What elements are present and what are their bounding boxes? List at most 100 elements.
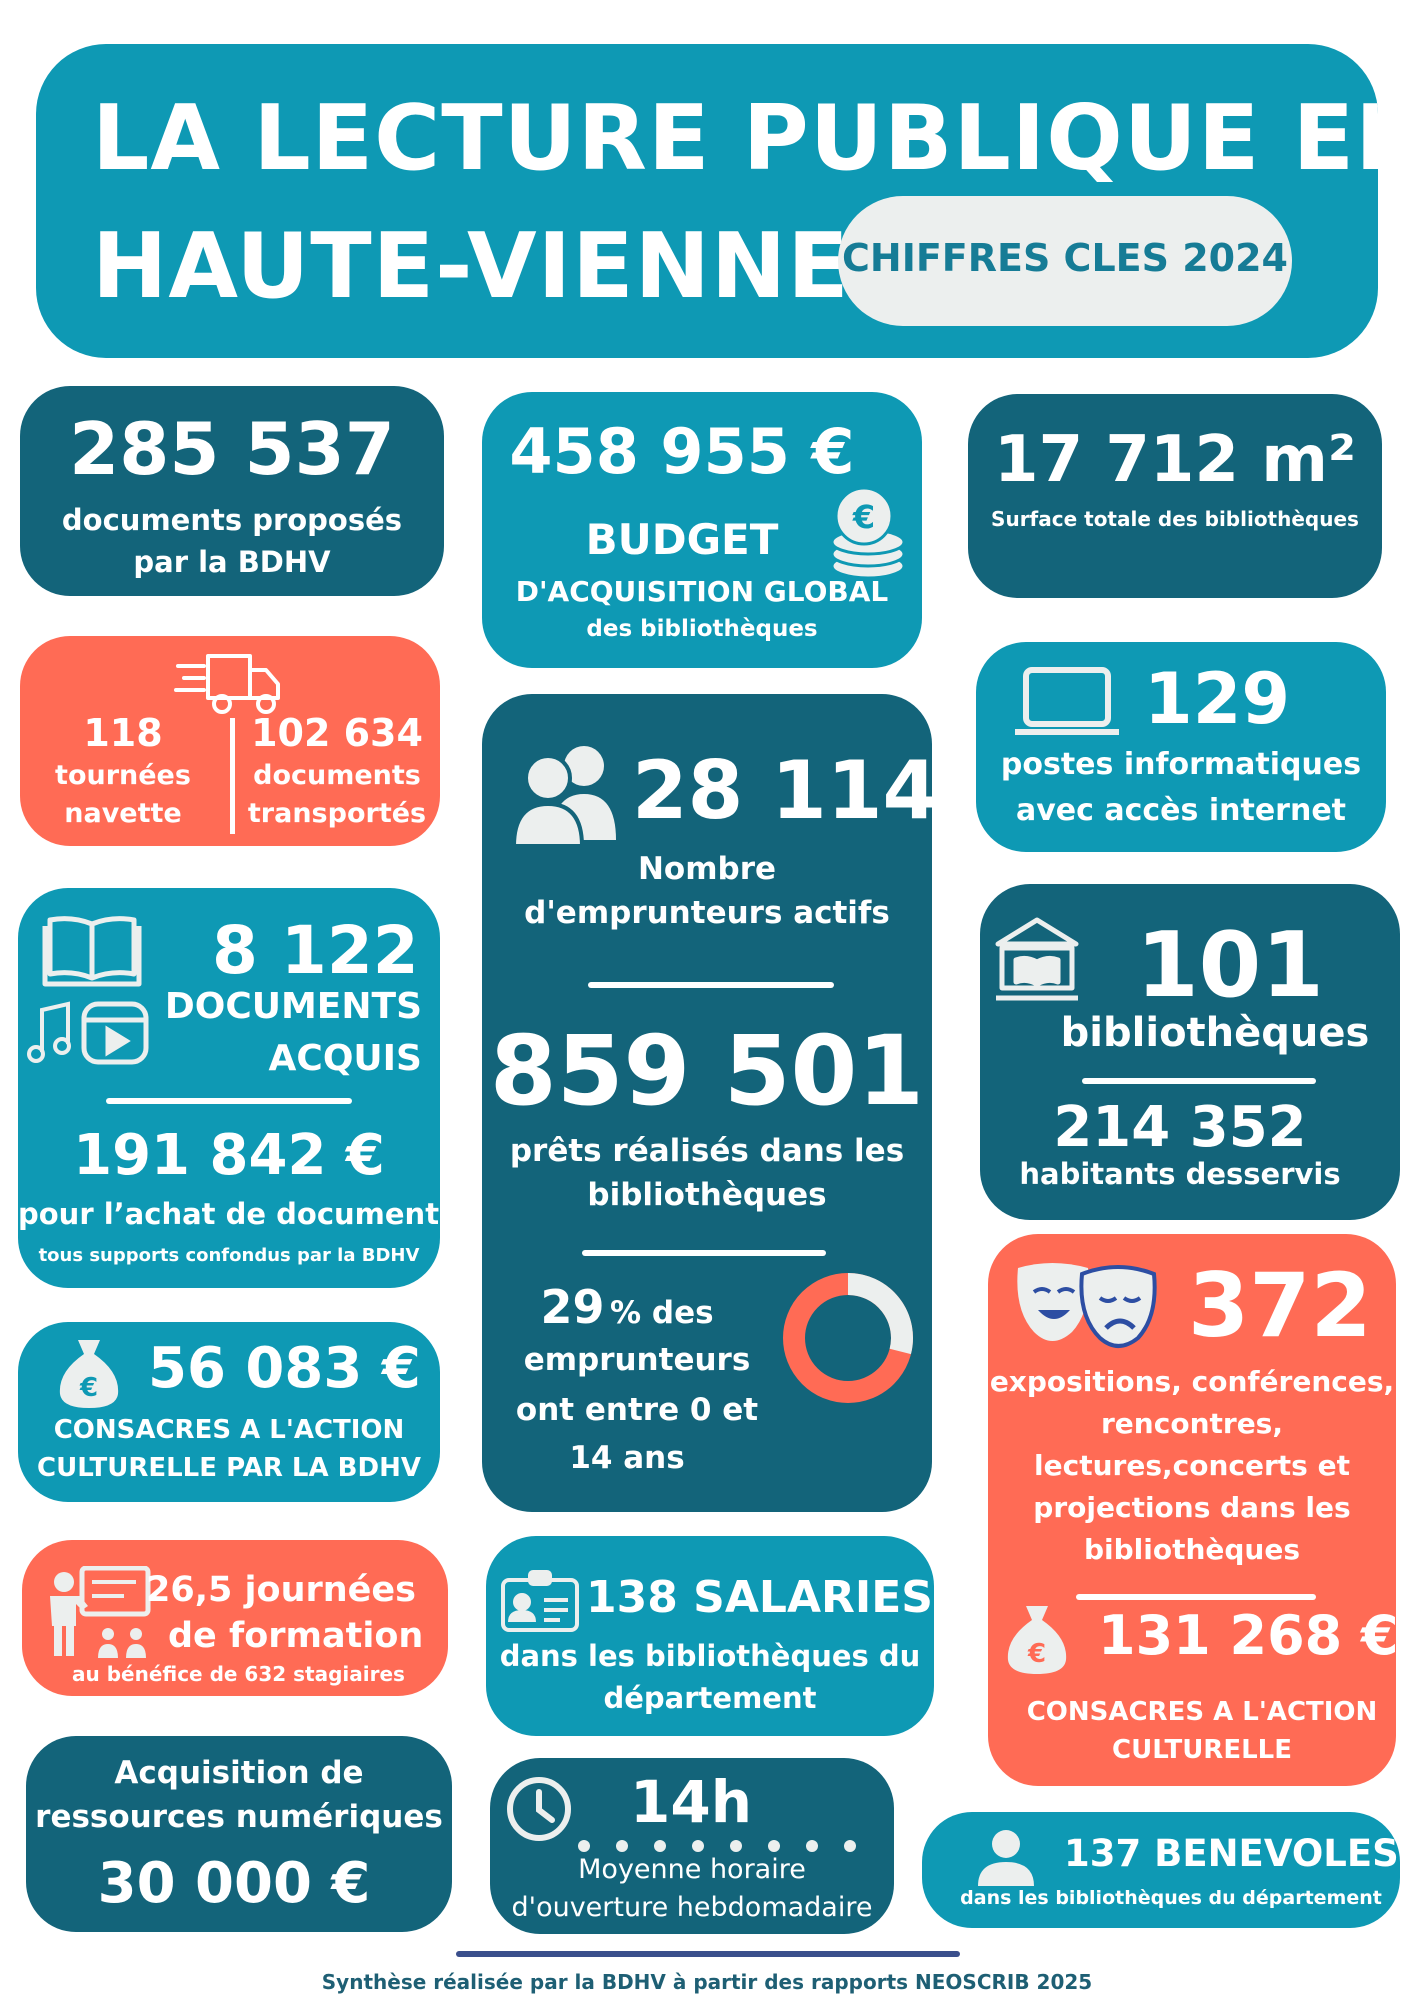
truck-icon bbox=[174, 654, 280, 714]
pct-value: 29 bbox=[540, 1280, 605, 1334]
surface-label: Surface totale des bibliothèques bbox=[991, 507, 1359, 531]
teacher-icon bbox=[50, 1566, 151, 1658]
action-bdhv-label2: CULTURELLE PAR LA BDHV bbox=[37, 1453, 421, 1483]
evenements-amount: 131 268 € bbox=[1098, 1604, 1396, 1667]
page-title-line2: HAUTE-VIENNE bbox=[92, 214, 850, 319]
bibliotheques-value: 101 bbox=[1136, 913, 1324, 1018]
horaire-card: 14h Moyenne horaire d'ouverture hebdomad… bbox=[490, 1758, 894, 1934]
postes-label1: postes informatiques bbox=[1000, 747, 1362, 782]
formation-value: 26,5 bbox=[146, 1570, 233, 1610]
action-bdhv-value: 56 083 € bbox=[148, 1336, 421, 1401]
benevoles-title: 137 BENEVOLES bbox=[1064, 1832, 1399, 1875]
salaries-label2: département bbox=[603, 1681, 817, 1715]
acquis-amount-label1: pour l’achat de documents bbox=[18, 1197, 440, 1231]
bibliotheques-label: bibliothèques bbox=[1060, 1010, 1370, 1056]
navette-docs-label1: documents bbox=[253, 760, 421, 791]
emprunteurs-value: 28 114 bbox=[632, 744, 932, 837]
person-icon bbox=[978, 1830, 1034, 1886]
formation-card: 26,5 journées de formation au bénéfice d… bbox=[22, 1540, 448, 1696]
numerique-value: 30 000 € bbox=[97, 1851, 371, 1916]
navette-tours-label2: navette bbox=[64, 798, 182, 829]
evenements-label4: projections dans les bbox=[1033, 1491, 1351, 1524]
budget-label1: BUDGET bbox=[585, 515, 779, 564]
donut-share-arc bbox=[847, 1273, 913, 1355]
year-badge-label: CHIFFRES CLES 2024 bbox=[842, 236, 1288, 280]
prets-divider bbox=[582, 1250, 826, 1256]
pct-label1: emprunteurs bbox=[523, 1342, 751, 1378]
benevoles-label: dans les bibliothèques du département bbox=[960, 1887, 1382, 1909]
video-icon bbox=[81, 1001, 149, 1065]
budget-label3: des bibliothèques bbox=[586, 616, 818, 642]
library-building-icon bbox=[995, 917, 1079, 1001]
pct-text: % des bbox=[610, 1295, 714, 1331]
documents-label1: documents proposés bbox=[61, 503, 403, 537]
documents-label2: par la BDHV bbox=[133, 545, 331, 579]
prets-label1: prêts réalisés dans les bbox=[509, 1133, 905, 1169]
horaire-value: 14h bbox=[630, 1768, 753, 1836]
users-icon bbox=[512, 746, 616, 846]
prets-label2: bibliothèques bbox=[587, 1177, 827, 1213]
svg-text:€: € bbox=[1027, 1639, 1046, 1669]
evenements-divider bbox=[1076, 1594, 1316, 1600]
pct-label2: ont entre 0 et bbox=[515, 1392, 759, 1428]
postes-label2: avec accès internet bbox=[1016, 793, 1346, 828]
emprunteurs-label1: Nombre bbox=[637, 851, 777, 887]
bibliotheques-divider bbox=[1082, 1078, 1316, 1084]
pct-label3: 14 ans bbox=[569, 1440, 685, 1476]
evenements-value: 372 bbox=[1188, 1254, 1372, 1357]
documents-card: 285 537 documents proposés par la BDHV bbox=[20, 386, 444, 596]
salaries-card: 138 SALARIES dans les bibliothèques du d… bbox=[486, 1536, 934, 1736]
laptop-icon bbox=[1015, 667, 1119, 735]
year-badge: CHIFFRES CLES 2024 bbox=[838, 196, 1292, 326]
evenements-card: 372 expositions, conférences, rencontres… bbox=[988, 1234, 1396, 1786]
navette-divider bbox=[230, 718, 235, 834]
id-card-icon bbox=[501, 1570, 579, 1632]
budget-label2: D'ACQUISITION GLOBAL bbox=[515, 575, 889, 608]
svg-text:€: € bbox=[852, 498, 875, 536]
formation-line1: 26,5 journées bbox=[146, 1570, 416, 1610]
donut-chart-icon bbox=[783, 1273, 913, 1403]
acquis-card: 8 122 DOCUMENTS ACQUIS 191 842 € pour l’… bbox=[18, 888, 440, 1288]
acquis-label2: ACQUIS bbox=[268, 1038, 422, 1079]
budget-card: 458 955 € € BUDGET D'ACQUISITION GLOBAL … bbox=[482, 392, 922, 668]
horaire-label1: Moyenne horaire bbox=[578, 1854, 806, 1885]
clock-icon bbox=[507, 1777, 571, 1841]
money-bag-icon: € bbox=[59, 1340, 119, 1408]
formation-label3: au bénéfice de 632 stagiaires bbox=[72, 1662, 405, 1686]
formation-label1: journées bbox=[244, 1570, 416, 1610]
acquis-divider bbox=[106, 1098, 352, 1104]
evenements-amount-label1: CONSACRES A L'ACTION bbox=[1026, 1697, 1378, 1727]
navette-docs-label2: transportés bbox=[247, 798, 427, 829]
page-title-line1: LA LECTURE PUBLIQUE EN bbox=[92, 86, 1378, 191]
navette-docs-value: 102 634 bbox=[251, 711, 423, 755]
numerique-label1: Acquisition de bbox=[114, 1755, 364, 1791]
habitants-value: 214 352 bbox=[1053, 1095, 1307, 1160]
money-bag-icon: € bbox=[1007, 1606, 1067, 1674]
benevoles-card: 137 BENEVOLES dans les bibliothèques du … bbox=[922, 1812, 1400, 1928]
documents-value: 285 537 bbox=[69, 407, 395, 491]
surface-card: 17 712 m² Surface totale des bibliothèqu… bbox=[968, 394, 1382, 598]
salaries-label1: dans les bibliothèques du bbox=[499, 1639, 921, 1673]
acquis-amount-label2: tous supports confondus par la BDHV bbox=[38, 1245, 420, 1266]
evenements-label3: lectures,concerts et bbox=[1034, 1449, 1350, 1482]
formation-label2: de formation bbox=[168, 1616, 424, 1656]
footer-note: Synthèse réalisée par la BDHV à partir d… bbox=[321, 1970, 1093, 1994]
navette-card: 118 tournées navette 102 634 documents t… bbox=[20, 636, 440, 846]
action-bdhv-card: € 56 083 € CONSACRES A L'ACTION CULTUREL… bbox=[18, 1322, 440, 1502]
numerique-card: Acquisition de ressources numériques 30 … bbox=[26, 1736, 452, 1932]
numerique-label2: ressources numériques bbox=[35, 1799, 443, 1835]
navette-tours-value: 118 bbox=[83, 711, 163, 755]
salaries-title: 138 SALARIES bbox=[586, 1572, 933, 1623]
habitants-label: habitants desservis bbox=[1019, 1157, 1341, 1191]
evenements-label2: rencontres, bbox=[1101, 1407, 1283, 1440]
budget-value: 458 955 € bbox=[509, 415, 855, 488]
emprunteurs-divider bbox=[588, 982, 834, 988]
book-icon bbox=[42, 916, 142, 987]
evenements-label5: bibliothèques bbox=[1083, 1533, 1301, 1566]
evenements-label1: expositions, conférences, bbox=[989, 1365, 1395, 1398]
navette-tours-label1: tournées bbox=[55, 760, 191, 791]
acquis-value: 8 122 bbox=[212, 912, 419, 989]
music-note-icon bbox=[27, 1001, 71, 1063]
footer-divider bbox=[456, 1951, 960, 1957]
surface-value: 17 712 m² bbox=[994, 423, 1356, 497]
